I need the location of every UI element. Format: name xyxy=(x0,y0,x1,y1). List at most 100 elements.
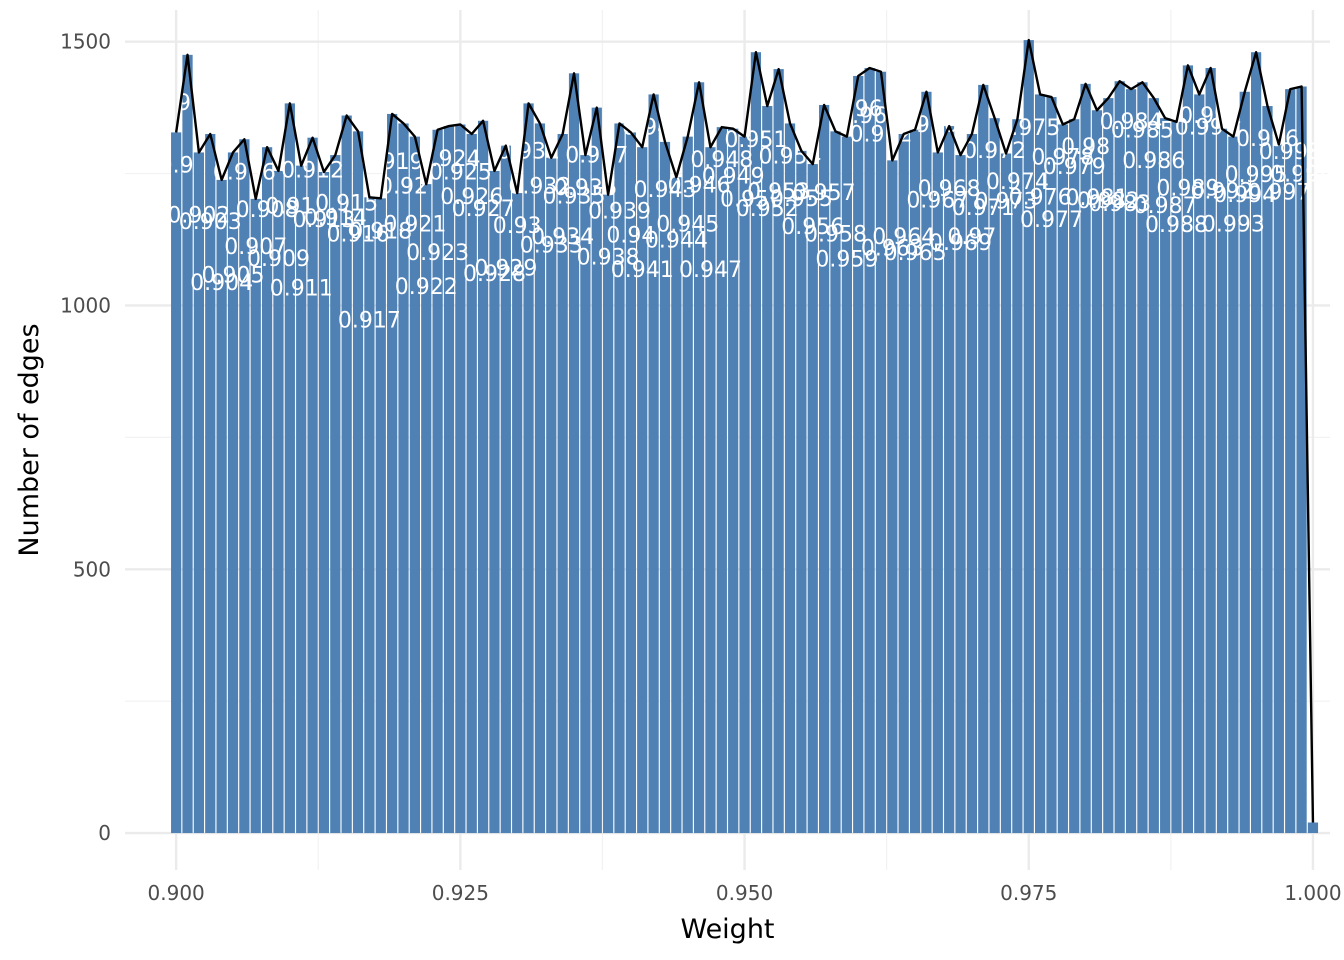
bar xyxy=(603,194,614,834)
bar xyxy=(216,179,227,834)
bar xyxy=(887,160,898,834)
bar-value-label: 1 xyxy=(1306,914,1320,939)
bar-value-label: 0.937 xyxy=(565,144,628,169)
bar-value-label: 0.963 xyxy=(861,236,924,261)
bar xyxy=(1205,68,1216,834)
bar xyxy=(534,123,546,834)
bar-value-label: 0.957 xyxy=(793,181,856,206)
bar-value-label: 0.96 xyxy=(834,97,883,122)
x-axis-title: Weight xyxy=(680,914,774,945)
bar xyxy=(398,123,409,834)
bar xyxy=(1262,106,1273,834)
bar xyxy=(807,164,818,834)
bar xyxy=(296,165,307,834)
bar xyxy=(693,82,705,834)
bar-value-label: 0.993 xyxy=(1202,213,1265,238)
bar xyxy=(921,91,932,834)
bar-value-label: 0.982 xyxy=(1077,189,1140,214)
bar-value-label: 0.958 xyxy=(804,222,867,247)
bar-value-label: 0.974 xyxy=(986,170,1049,195)
bar-value-label: 0.949 xyxy=(702,165,765,190)
bar xyxy=(466,133,477,834)
bar xyxy=(193,152,205,834)
x-axis-ticks: 0.900 0.925 0.950 0.975 1.000 xyxy=(148,881,1342,905)
y-tick-label: 1000 xyxy=(60,293,111,317)
bar xyxy=(205,133,216,834)
bar-value-labels: 0.90.9010.9020.9030.9040.9050.9060.9070.… xyxy=(156,91,1333,939)
bar-value-label: 0.99 xyxy=(1175,115,1224,140)
bar-value-label: 0.941 xyxy=(611,258,674,283)
bar xyxy=(1091,110,1103,834)
bar xyxy=(261,147,273,834)
bar-value-label: 0.947 xyxy=(679,258,742,283)
bar xyxy=(671,177,682,834)
bar-value-label: 0.928 xyxy=(463,262,526,287)
bar-value-label: 0.914 xyxy=(304,206,367,231)
bar xyxy=(830,131,841,834)
bar xyxy=(864,68,875,834)
bar-value-label: 0.922 xyxy=(395,275,458,300)
bar-value-label: 0.999 xyxy=(1270,163,1333,188)
bar-value-label: 0.919 xyxy=(361,150,424,175)
bar-value-label: 0.916 xyxy=(327,222,390,247)
bar-value-label: 0.998 xyxy=(1259,140,1322,165)
bar xyxy=(682,136,693,834)
x-tick-label: 0.900 xyxy=(148,881,205,905)
bar xyxy=(932,152,943,834)
bar-value-label: 0.997 xyxy=(1247,181,1310,206)
bar xyxy=(637,147,648,834)
bar xyxy=(1114,81,1125,834)
bar-value-label: 0.912 xyxy=(281,159,344,184)
trend-line xyxy=(174,38,1315,823)
bar xyxy=(1023,40,1034,834)
bar xyxy=(171,132,182,834)
bar xyxy=(387,113,398,834)
bar-value-label: 0.953 xyxy=(747,180,810,205)
bar xyxy=(1137,82,1148,834)
bar-value-label: 0.948 xyxy=(690,148,753,173)
bar-value-label: 0.92 xyxy=(379,174,428,199)
bar-value-label: 0.925 xyxy=(429,160,492,185)
bar-value-label: 0.968 xyxy=(918,177,981,202)
bar-value-label: 0.95 xyxy=(720,188,769,213)
bar xyxy=(739,136,750,834)
bar xyxy=(1046,97,1057,834)
bar-value-label: 0.921 xyxy=(383,213,446,238)
bar xyxy=(705,147,716,834)
bar xyxy=(944,126,955,834)
bar-value-label: 0.927 xyxy=(452,197,515,222)
bar xyxy=(580,155,591,834)
bar-value-label: 0.91 xyxy=(265,194,314,219)
bar-series xyxy=(171,40,1319,834)
bar-value-label: 0.967 xyxy=(906,188,969,213)
bar-value-label: 0.995 xyxy=(1225,163,1288,188)
bar-value-label: 0.934 xyxy=(531,225,594,250)
bar xyxy=(307,137,318,834)
bar xyxy=(364,197,375,834)
bar-value-label: 0.9 xyxy=(159,153,194,178)
bar xyxy=(318,171,330,834)
bar xyxy=(716,127,727,834)
bar xyxy=(477,120,489,834)
bar-value-label: 0.97 xyxy=(947,225,996,250)
bar xyxy=(1103,98,1114,834)
bar-value-label: 0.918 xyxy=(349,219,412,244)
bar-value-label: 0.979 xyxy=(1043,155,1106,180)
bar xyxy=(341,115,352,834)
bar-value-label: 0.976 xyxy=(1009,185,1072,210)
bar-value-label: 0.985 xyxy=(1111,118,1174,143)
bar-value-label: 0.991 xyxy=(1179,104,1242,129)
bar xyxy=(614,123,625,834)
bar-value-label: 0.929 xyxy=(474,257,537,282)
bar xyxy=(625,132,636,834)
bar-value-label: 0.989 xyxy=(1156,176,1219,201)
bar-value-label: 0.938 xyxy=(577,246,640,271)
bar-value-label: 0.907 xyxy=(224,235,287,260)
bar xyxy=(273,170,284,834)
bar xyxy=(432,129,443,834)
bar-value-label: 0.926 xyxy=(440,185,503,210)
bar-value-label: 0.924 xyxy=(417,147,480,172)
bar xyxy=(1035,94,1046,834)
bar-value-label: 0.939 xyxy=(588,199,651,224)
bar xyxy=(659,141,671,834)
